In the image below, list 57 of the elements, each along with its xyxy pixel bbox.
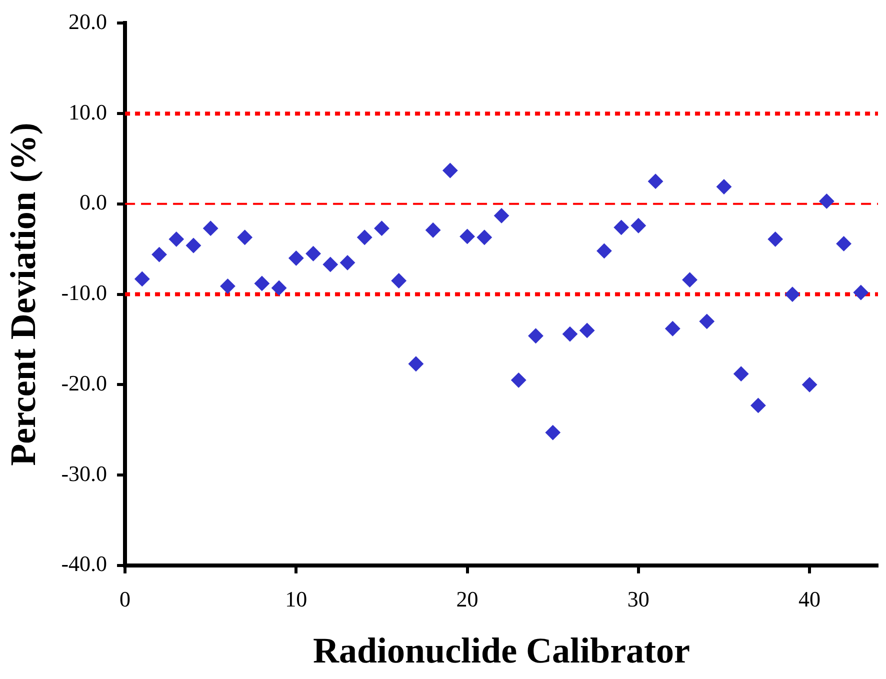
x-tick-label: 40 — [798, 586, 821, 612]
point — [819, 194, 834, 209]
y-tick-label: -20.0 — [61, 370, 108, 396]
point — [511, 372, 526, 388]
point — [408, 356, 424, 372]
y-tick-label: -40.0 — [61, 551, 108, 576]
point — [460, 228, 475, 244]
point — [545, 425, 560, 440]
point — [220, 278, 236, 294]
point — [853, 284, 868, 300]
point — [630, 218, 646, 234]
point — [528, 328, 544, 344]
point — [272, 280, 287, 296]
point — [665, 321, 680, 336]
point — [750, 398, 766, 413]
point — [306, 246, 321, 262]
point — [768, 232, 783, 247]
point — [203, 220, 218, 236]
point — [237, 230, 252, 245]
point — [426, 222, 441, 238]
x-axis-title: Radionuclide Calibrator — [313, 630, 690, 671]
point — [802, 377, 818, 392]
point — [322, 256, 338, 272]
x-tick-label: 0 — [120, 586, 131, 612]
point — [580, 322, 595, 338]
point — [391, 273, 406, 288]
point — [186, 238, 201, 253]
x-tick-label: 10 — [285, 586, 308, 612]
point — [288, 250, 304, 266]
x-tick-label: 30 — [627, 586, 650, 612]
point — [152, 247, 167, 262]
y-axis-title: Percent Deviation (%) — [2, 122, 43, 466]
point — [716, 179, 732, 194]
point — [682, 272, 698, 288]
point — [614, 220, 629, 235]
point — [168, 232, 184, 247]
point — [357, 230, 372, 245]
point — [648, 174, 664, 189]
x-tick-label: 20 — [456, 586, 478, 612]
y-tick-label: -10.0 — [61, 280, 108, 306]
point — [374, 220, 390, 236]
y-tick-label: 20.0 — [68, 8, 108, 34]
point — [596, 243, 612, 258]
point — [442, 163, 458, 178]
point — [254, 276, 270, 291]
point — [836, 236, 852, 252]
y-tick-label: -30.0 — [61, 460, 108, 486]
point — [734, 366, 749, 382]
point — [494, 208, 510, 224]
point — [699, 314, 714, 329]
point — [784, 286, 800, 302]
point — [134, 271, 150, 286]
point — [476, 230, 492, 245]
y-tick-label: 0.0 — [80, 190, 108, 215]
point — [562, 326, 578, 342]
point — [340, 255, 355, 270]
y-tick-label: 10.0 — [68, 99, 108, 124]
